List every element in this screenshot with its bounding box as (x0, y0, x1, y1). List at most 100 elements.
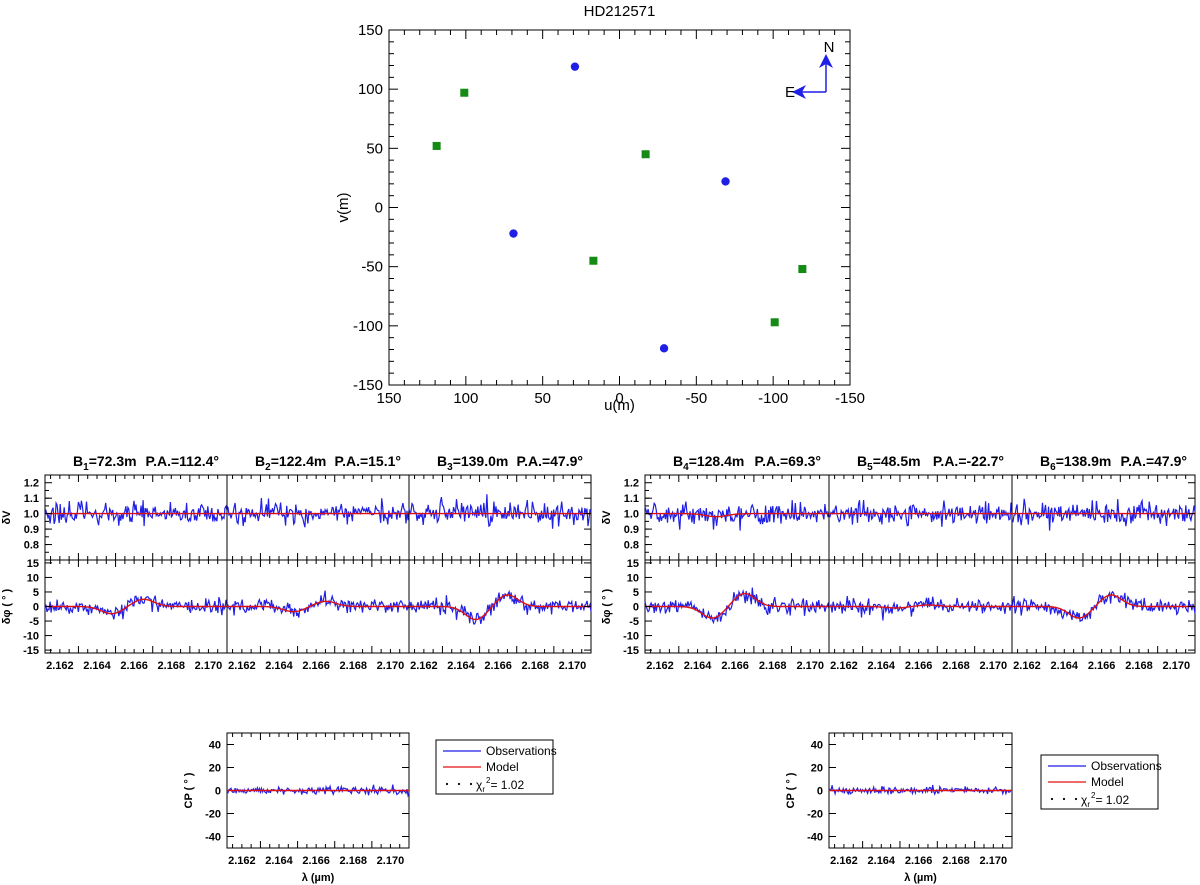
legend-dot (457, 782, 461, 786)
dphi-observations-line (408, 589, 592, 625)
dphi-observations-line (226, 590, 410, 618)
cp-y-tick-label: 40 (811, 740, 823, 752)
x-tick-label: 2.164 (868, 660, 896, 672)
dphi-y-tick-label: 10 (627, 572, 639, 584)
dv-panel-frame (408, 474, 592, 561)
x-tick-label: 100 (453, 390, 478, 407)
cp-x-tick-label: 2.166 (302, 855, 330, 867)
dphi-y-tick-label: -10 (623, 631, 639, 643)
position-angle-title: P.A.=47.9° (517, 453, 583, 469)
cp-y-tick-label: 40 (209, 740, 221, 752)
dphi-model-line (227, 600, 409, 613)
uv-point-circle (721, 177, 730, 186)
dv-y-tick-label: 1.0 (24, 509, 39, 521)
baseline-title: B4=128.4m (673, 453, 744, 473)
uv-point-square (432, 141, 441, 150)
x-tick-label: 2.162 (46, 660, 74, 672)
x-tick-label: 2.162 (410, 660, 438, 672)
x-tick-label: 0 (615, 390, 623, 407)
dv-y-tick-label: 1.2 (24, 478, 39, 490)
uv-title: HD212571 (584, 3, 656, 20)
dphi-axis-label: δφ ( ° ) (1, 588, 13, 624)
dphi-observations-line (644, 587, 830, 625)
x-tick-label: 2.162 (1013, 660, 1041, 672)
baseline-title: B2=122.4m (255, 453, 326, 473)
dphi-model-line (45, 598, 227, 615)
position-angle-title: P.A.=112.4° (146, 453, 219, 469)
cp-y-tick-label: 0 (215, 786, 221, 798)
uv-point-square (798, 265, 807, 274)
dphi-y-tick-label: -5 (29, 616, 39, 628)
dv-observations-line (408, 494, 592, 529)
cp-axis-label: CP ( ° ) (785, 772, 797, 808)
cp-x-tick-label: 2.168 (942, 855, 970, 867)
x-tick-label: 2.166 (484, 660, 512, 672)
uv-point-circle (509, 229, 518, 238)
legend-model-label: Model (486, 760, 519, 774)
cp-y-tick-label: -20 (205, 809, 221, 821)
x-tick-label: 2.166 (721, 660, 749, 672)
x-tick-label: 150 (376, 390, 401, 407)
legend-dot (445, 782, 449, 786)
position-angle-title: P.A.=47.9° (1121, 453, 1187, 469)
dphi-y-tick-label: 10 (27, 572, 39, 584)
x-axis-label: λ (µm) (302, 872, 335, 884)
legend-dot (1062, 797, 1066, 801)
baseline-title: B5=48.5m (857, 453, 921, 473)
dphi-y-tick-label: 0 (33, 602, 39, 614)
dv-panel-frame (226, 474, 410, 561)
dphi-y-tick-label: 5 (633, 587, 639, 599)
x-tick-label: 2.166 (1088, 660, 1116, 672)
dv-observations-line (1011, 498, 1196, 531)
x-tick-label: 2.170 (1163, 660, 1191, 672)
compass-east-label: E (785, 84, 795, 101)
dv-y-tick-label: 0.9 (24, 524, 39, 536)
legend-chi2-label: χr2= 1.02 (476, 776, 524, 794)
dphi-observations-line (828, 596, 1013, 621)
dphi-observations-line (44, 595, 228, 620)
legend-chi2-label: χr2= 1.02 (1081, 791, 1129, 809)
x-axis-label: λ (µm) (904, 872, 937, 884)
dv-y-tick-label: 0.9 (624, 524, 639, 536)
dphi-y-tick-label: 15 (27, 558, 39, 570)
y-tick-label: 0 (375, 200, 383, 217)
cp-x-tick-label: 2.166 (905, 855, 933, 867)
legend: Observations Model χr2= 1.02 (1040, 754, 1162, 810)
y-axis-label: v(m) (335, 193, 352, 223)
x-tick-label: -150 (835, 390, 865, 407)
left-panel-group: B1=72.3m P.A.=112.4° 2.162 2.164 2.166 2.168 2… (1, 453, 592, 884)
x-tick-label: 2.164 (83, 660, 111, 672)
baseline-title: B3=139.0m (437, 453, 508, 473)
x-tick-label: 2.162 (228, 660, 256, 672)
baseline-title: B1=72.3m (73, 453, 137, 473)
x-tick-label: 2.170 (980, 660, 1008, 672)
cp-y-tick-label: -40 (807, 832, 823, 844)
dv-y-tick-label: 0.8 (624, 540, 639, 552)
y-tick-label: -50 (361, 259, 383, 276)
dv-observations-line (644, 500, 830, 531)
dphi-y-tick-label: -15 (23, 645, 39, 657)
x-tick-label: -50 (685, 390, 707, 407)
legend: Observations Model χr2= 1.02 (435, 739, 557, 795)
cp-y-tick-label: 0 (817, 786, 823, 798)
cp-y-tick-label: -40 (205, 832, 221, 844)
position-angle-title: P.A.=15.1° (335, 453, 401, 469)
legend-dot (469, 782, 473, 786)
dphi-y-tick-label: 5 (33, 587, 39, 599)
uv-point-square (770, 318, 779, 327)
x-tick-label: 50 (534, 390, 551, 407)
x-tick-label: 2.170 (796, 660, 824, 672)
x-axis-label: u(m) (604, 397, 635, 414)
x-tick-label: 2.170 (195, 660, 223, 672)
x-tick-label: 2.168 (522, 660, 550, 672)
cp-y-tick-label: 20 (209, 763, 221, 775)
position-angle-title: P.A.=69.3° (755, 453, 821, 469)
dv-y-tick-label: 0.8 (24, 540, 39, 552)
dv-axis-label: δV (601, 510, 613, 525)
y-tick-label: -150 (353, 377, 383, 394)
dphi-y-tick-label: -10 (23, 631, 39, 643)
x-tick-label: 2.166 (905, 660, 933, 672)
x-tick-label: 2.168 (340, 660, 368, 672)
dphi-y-tick-label: -15 (623, 645, 639, 657)
